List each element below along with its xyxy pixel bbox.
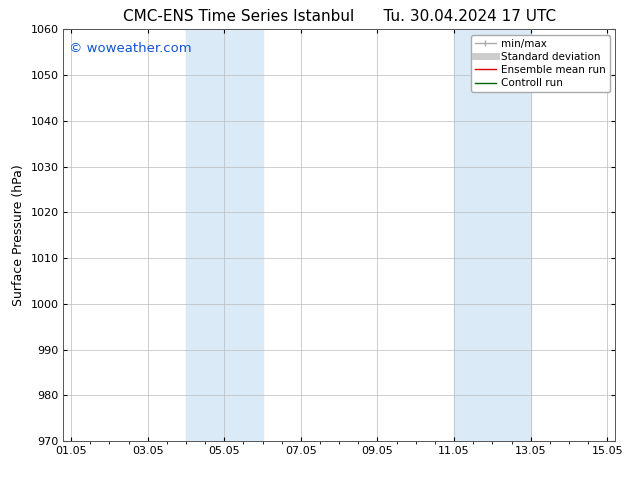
Bar xyxy=(186,29,262,441)
Bar xyxy=(454,29,531,441)
Y-axis label: Surface Pressure (hPa): Surface Pressure (hPa) xyxy=(12,164,25,306)
Title: CMC-ENS Time Series Istanbul      Tu. 30.04.2024 17 UTC: CMC-ENS Time Series Istanbul Tu. 30.04.2… xyxy=(122,9,556,24)
Legend: min/max, Standard deviation, Ensemble mean run, Controll run: min/max, Standard deviation, Ensemble me… xyxy=(470,35,610,92)
Text: © woweather.com: © woweather.com xyxy=(69,42,191,55)
